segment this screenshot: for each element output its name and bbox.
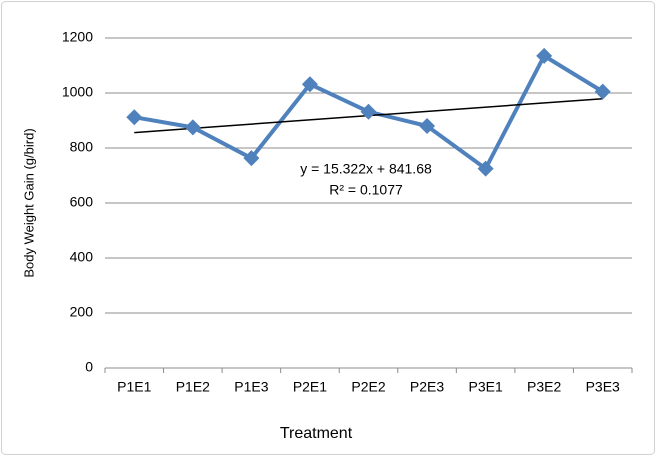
y-axis-label: Body Weight Gain (g/bird) — [21, 128, 36, 277]
x-tick-label: P3E2 — [527, 379, 561, 395]
x-tick-label: P1E3 — [234, 379, 268, 395]
x-tick-label: P3E1 — [468, 379, 502, 395]
x-tick-label: P2E3 — [410, 379, 444, 395]
data-marker — [301, 76, 318, 93]
x-tick-label: P2E2 — [351, 379, 385, 395]
x-tick-label: P3E3 — [586, 379, 620, 395]
data-marker — [419, 118, 436, 134]
y-tick-label: 200 — [70, 304, 94, 320]
x-tick-label: P1E2 — [176, 379, 210, 395]
x-axis-label: Treatment — [280, 425, 353, 442]
x-tick-label: P1E1 — [117, 379, 151, 395]
y-tick-label: 0 — [85, 359, 93, 375]
y-tick-label: 400 — [70, 249, 94, 265]
y-tick-label: 600 — [70, 194, 94, 210]
data-marker — [477, 160, 494, 177]
data-marker — [243, 150, 260, 167]
data-marker — [360, 103, 377, 120]
x-tick-label: P2E1 — [293, 379, 327, 395]
data-marker — [126, 109, 143, 126]
data-marker — [536, 47, 553, 64]
y-tick-label: 1000 — [62, 84, 93, 100]
data-marker — [184, 119, 201, 136]
trendline-r2: R² = 0.1077 — [329, 182, 403, 198]
y-tick-label: 1200 — [62, 29, 93, 45]
data-marker — [594, 83, 611, 100]
trendline-equation: y = 15.322x + 841.68 — [300, 161, 432, 177]
y-tick-label: 800 — [70, 139, 94, 155]
